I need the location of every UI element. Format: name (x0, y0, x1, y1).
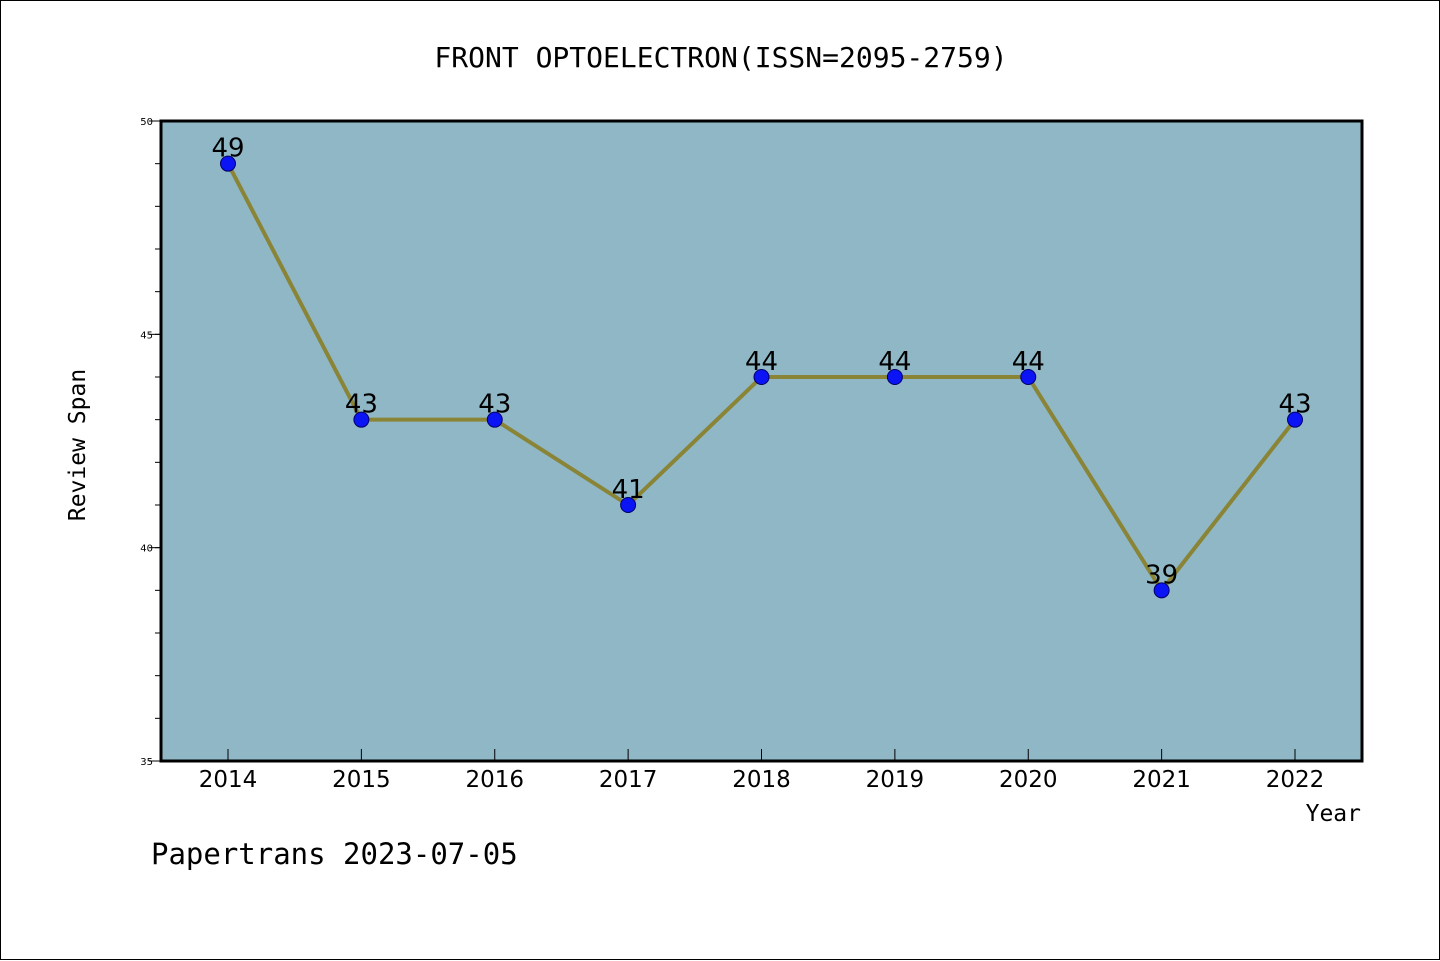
data-point (486, 411, 503, 428)
y-tick-label: 45 (140, 330, 153, 341)
data-label: 43 (478, 390, 511, 420)
data-point (1153, 582, 1170, 599)
x-tick-label: 2022 (1266, 767, 1325, 793)
chart-title: FRONT OPTOELECTRON(ISSN=2095-2759) (434, 41, 1007, 74)
x-tick-label: 2017 (599, 767, 658, 793)
y-axis-ticks: 35 40 45 50 (140, 117, 161, 768)
data-point (886, 369, 903, 385)
data-label: 44 (745, 347, 778, 377)
x-axis-ticks: 2014 2015 2016 2017 2018 2019 2020 2021 2022 (199, 749, 1325, 793)
y-tick-label: 40 (140, 544, 153, 555)
plot-background (161, 121, 1362, 761)
data-label: 39 (1145, 560, 1178, 590)
data-label: 43 (1278, 390, 1311, 420)
series-group: 49 43 43 41 44 44 44 39 43 (211, 134, 1312, 599)
y-tick-label: 35 (140, 757, 153, 768)
data-point (220, 155, 236, 172)
data-label: 41 (612, 475, 645, 505)
footer-credit: Papertrans 2023-07-05 (151, 837, 518, 871)
plot-border (159, 119, 1364, 763)
y-axis-label: Review Span (65, 369, 91, 521)
x-tick-label: 2021 (1132, 767, 1191, 793)
x-tick-label: 2014 (199, 767, 258, 793)
x-tick-label: 2016 (465, 767, 524, 793)
data-label: 44 (1012, 347, 1045, 377)
data-point (353, 411, 370, 428)
x-axis-label: Year (1306, 801, 1361, 827)
data-label: 43 (345, 390, 378, 420)
x-tick-label: 2019 (866, 767, 925, 793)
x-tick-label: 2020 (999, 767, 1058, 793)
data-point (1020, 369, 1037, 385)
x-tick-label: 2015 (332, 767, 391, 793)
data-label: 44 (878, 347, 911, 377)
data-point (753, 369, 770, 385)
y-tick-label: 50 (140, 117, 153, 128)
data-point (620, 497, 637, 513)
data-point (1287, 411, 1303, 428)
data-label: 49 (211, 134, 244, 164)
x-tick-label: 2018 (732, 767, 791, 793)
